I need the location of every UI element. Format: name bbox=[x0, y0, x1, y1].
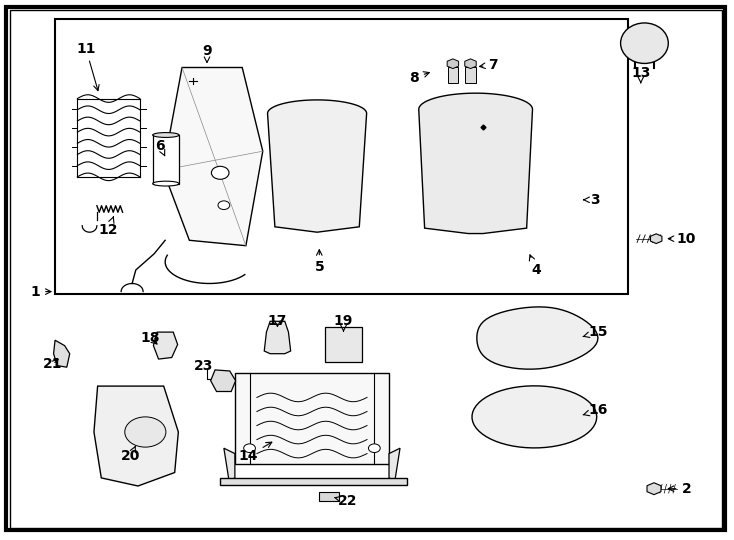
Polygon shape bbox=[163, 68, 263, 246]
Text: 19: 19 bbox=[334, 314, 353, 331]
Circle shape bbox=[218, 201, 230, 210]
Bar bbox=[465, 67, 476, 83]
Text: 4: 4 bbox=[529, 255, 541, 277]
Circle shape bbox=[125, 417, 166, 447]
Text: 6: 6 bbox=[155, 139, 165, 156]
Ellipse shape bbox=[153, 132, 179, 137]
Text: 2: 2 bbox=[668, 482, 691, 496]
Bar bbox=[55, 19, 628, 294]
Text: 14: 14 bbox=[239, 442, 272, 463]
Polygon shape bbox=[153, 332, 178, 359]
Text: 12: 12 bbox=[99, 217, 118, 237]
Ellipse shape bbox=[620, 23, 668, 63]
Text: 13: 13 bbox=[631, 66, 650, 83]
Text: 21: 21 bbox=[43, 357, 62, 372]
Text: 9: 9 bbox=[202, 44, 212, 63]
Polygon shape bbox=[267, 100, 366, 232]
Text: 3: 3 bbox=[584, 193, 600, 207]
Text: 18: 18 bbox=[140, 330, 159, 345]
Circle shape bbox=[244, 444, 255, 453]
Polygon shape bbox=[389, 448, 400, 481]
Text: 7: 7 bbox=[479, 58, 498, 72]
Polygon shape bbox=[224, 448, 235, 481]
Text: 1: 1 bbox=[30, 285, 51, 299]
Text: 22: 22 bbox=[335, 494, 357, 508]
Circle shape bbox=[211, 166, 229, 179]
Text: 5: 5 bbox=[314, 249, 324, 274]
Polygon shape bbox=[477, 307, 598, 369]
Polygon shape bbox=[54, 340, 70, 367]
Ellipse shape bbox=[153, 181, 179, 186]
Bar bbox=[220, 478, 407, 485]
Bar bbox=[153, 135, 179, 184]
Polygon shape bbox=[472, 386, 597, 448]
Bar bbox=[325, 327, 362, 362]
Circle shape bbox=[368, 444, 380, 453]
Polygon shape bbox=[211, 370, 236, 392]
Text: 8: 8 bbox=[409, 71, 429, 85]
Bar bbox=[319, 492, 339, 501]
Text: 10: 10 bbox=[668, 232, 696, 246]
Bar bbox=[448, 67, 458, 83]
Text: 11: 11 bbox=[76, 42, 99, 91]
Text: 16: 16 bbox=[583, 403, 608, 417]
Text: 17: 17 bbox=[268, 314, 287, 328]
Text: 15: 15 bbox=[583, 325, 608, 339]
Polygon shape bbox=[235, 373, 389, 464]
Text: 20: 20 bbox=[121, 446, 140, 463]
Text: 23: 23 bbox=[195, 359, 214, 373]
Polygon shape bbox=[264, 321, 291, 354]
Polygon shape bbox=[94, 386, 178, 486]
Polygon shape bbox=[418, 93, 533, 234]
